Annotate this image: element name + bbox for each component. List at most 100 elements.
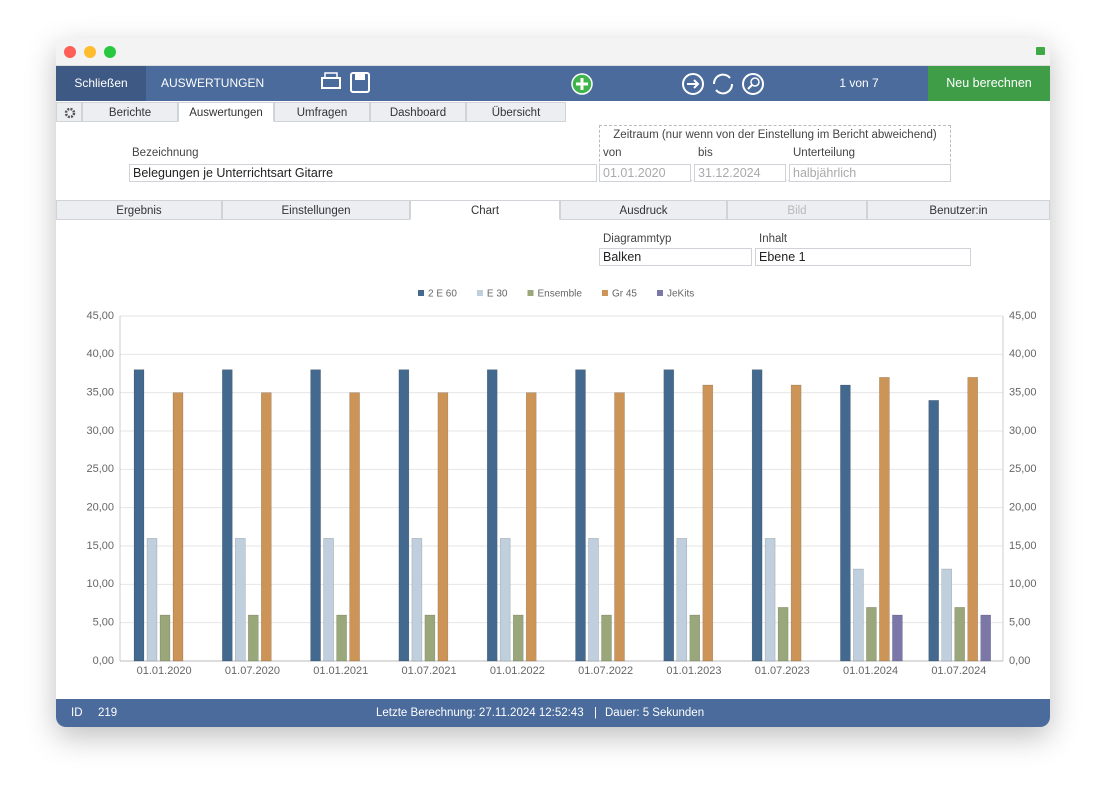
bar [928,400,939,662]
bar [790,384,802,662]
bar [310,369,321,662]
id-value: 219 [98,707,118,719]
bar [967,377,978,662]
bar [424,614,436,662]
bar [588,538,599,662]
lock-icon [1036,47,1045,55]
name-input[interactable]: Belegungen je Unterrichtsart Gitarre [129,164,597,182]
bar [261,392,272,662]
y-tick-label: 40,00 [86,348,114,360]
legend-label: Gr 45 [612,289,637,300]
separator: | [594,707,597,719]
from-input[interactable]: 01.01.2020 [599,164,691,182]
bar [840,384,851,662]
zoom-dot[interactable] [104,46,116,58]
bar [954,607,965,662]
add-icon[interactable] [571,73,593,95]
bar [248,614,259,662]
x-tick-label: 01.07.2023 [755,665,810,677]
tab[interactable]: Auswertungen [178,102,274,122]
search-icon[interactable] [742,73,764,95]
refresh-icon[interactable] [712,73,734,95]
legend-label: JeKits [667,289,694,300]
x-tick-label: 01.01.2021 [313,665,368,677]
bar [349,392,360,662]
bar [892,614,903,662]
close-dot[interactable] [64,46,76,58]
bar [235,538,246,662]
y-tick-label: 15,00 [86,540,114,552]
y-tick-label: 35,00 [86,387,114,399]
sub-tab[interactable]: Einstellungen [222,200,410,220]
main-tabs: Berichte Auswertungen Umfragen Dashboard Übe… [56,102,1050,122]
bar [751,369,763,662]
bar [512,614,524,662]
title-bar [56,38,1050,66]
name-label: Bezeichnung [132,147,199,159]
y2-tick-label: 20,00 [1009,502,1037,514]
legend-swatch [527,290,534,296]
sub-tab[interactable]: Ausdruck [560,200,727,220]
print-icon[interactable] [321,72,341,89]
sub-tab[interactable]: Chart [410,200,560,220]
sub-tab[interactable]: Bild [727,200,867,220]
id-label: ID [71,707,83,719]
x-tick-label: 01.01.2023 [666,665,721,677]
bar [663,369,675,662]
y2-tick-label: 30,00 [1009,425,1037,437]
x-tick-label: 01.07.2021 [402,665,457,677]
y2-tick-label: 10,00 [1009,578,1037,590]
bar [853,568,864,662]
tab[interactable]: Umfragen [274,102,370,122]
toolbar-title: AUSWERTUNGEN [161,76,265,90]
y2-tick-label: 0,00 [1009,655,1030,667]
window: Schließen AUSWERTUNGEN 1 von 7 Neu berec… [56,38,1050,727]
toolbar-icons [321,72,764,95]
type-select[interactable]: Balken [599,248,752,266]
y-tick-label: 45,00 [86,310,114,322]
to-label: bis [698,147,713,159]
bar [437,392,449,662]
x-tick-label: 01.01.2020 [137,665,192,677]
settings-icon[interactable] [56,102,82,122]
minimize-dot[interactable] [84,46,96,58]
content-select[interactable]: Ebene 1 [755,248,971,266]
content-label: Inhalt [759,233,788,245]
bar [411,538,423,662]
bar [777,607,789,662]
tab[interactable]: Dashboard [370,102,466,122]
sub-tabs: Ergebnis Einstellungen Chart Ausdruck Bild Be… [56,200,1050,220]
status-bar: ID 219 Letzte Berechnung: 27.11.2024 12:… [56,699,1050,727]
bar [702,384,714,662]
to-input[interactable]: 31.12.2024 [694,164,786,182]
record-counter: 1 von 7 [839,76,879,90]
x-tick-label: 01.07.2022 [578,665,633,677]
y-tick-label: 0,00 [93,655,114,667]
bar [336,614,347,662]
bar [486,369,498,662]
y2-tick-label: 15,00 [1009,540,1037,552]
bar [601,614,612,662]
y-tick-label: 25,00 [86,463,114,475]
close-button[interactable]: Schließen [56,66,146,101]
bar [764,538,776,662]
tab[interactable]: Berichte [82,102,178,122]
tab[interactable]: Übersicht [466,102,566,122]
division-select[interactable]: halbjährlich [789,164,951,182]
duration: Dauer: 5 Sekunden [605,707,705,719]
legend-swatch [601,290,608,296]
sub-tab[interactable]: Ergebnis [56,200,222,220]
chart: 0,00 0,00 5,00 5,00 10,00 10,00 15,00 15,00 20,0… [86,289,1037,677]
forward-icon[interactable] [682,73,704,95]
bar [499,538,511,662]
x-tick-label: 01.01.2022 [490,665,545,677]
bar [676,538,688,662]
recalc-button[interactable]: Neu berechnen [928,66,1050,101]
bar [866,607,877,662]
period-title: Zeitraum (nur wenn von der Einstellung i… [613,129,937,141]
save-icon[interactable] [350,72,370,93]
legend-label: Ensemble [538,289,583,300]
sub-tab[interactable]: Benutzer:in [867,200,1050,220]
last-calc: Letzte Berechnung: 27.11.2024 12:52:43 [376,707,584,719]
